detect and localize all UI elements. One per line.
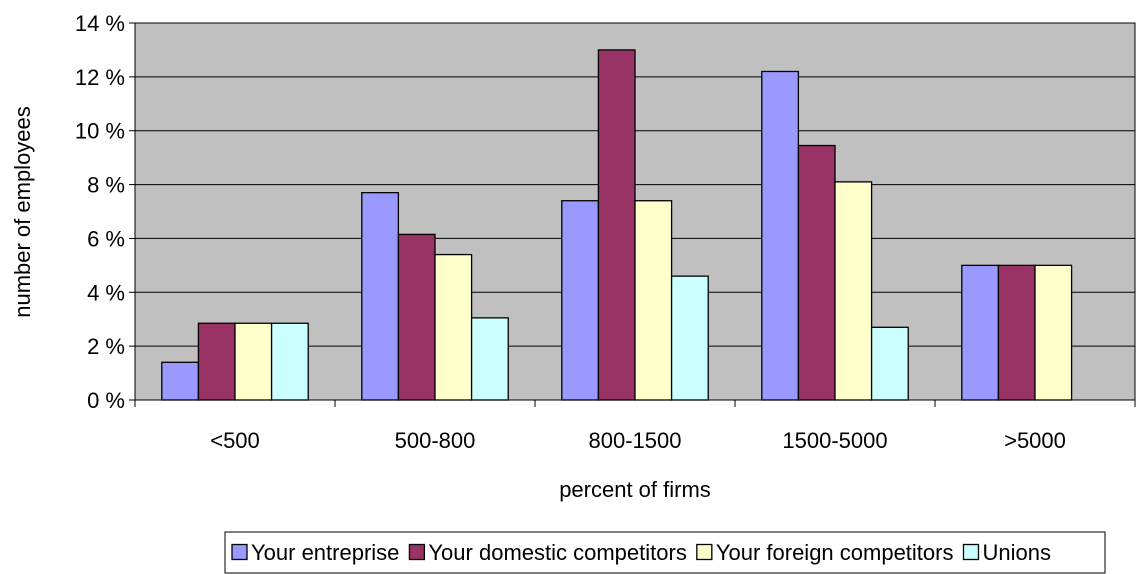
y-tick-label: 14 % (75, 11, 125, 36)
y-tick-label: 8 % (87, 173, 125, 198)
bar (670, 275, 709, 401)
y-tick-label: 0 % (87, 388, 125, 413)
bar (597, 49, 636, 401)
y-axis-title: number of employees (10, 106, 35, 318)
legend-label: Unions (982, 540, 1050, 565)
x-axis-title: percent of firms (559, 477, 711, 502)
y-tick-label: 10 % (75, 119, 125, 144)
x-tick-label: 1500-5000 (782, 428, 887, 453)
bar (434, 253, 473, 401)
bar (561, 200, 600, 401)
x-tick-label: <500 (210, 428, 260, 453)
legend-swatch (962, 543, 980, 561)
y-tick-label: 6 % (87, 226, 125, 251)
bars (161, 49, 1073, 401)
bar (797, 144, 836, 401)
bar (761, 70, 800, 401)
x-tick-label: >5000 (1004, 428, 1066, 453)
y-axis-ticks: 0 % 2 % 4 % 6 % 8 % 10 % 12 % 14 % (75, 11, 135, 413)
x-tick-label: 800-1500 (589, 428, 682, 453)
bar (961, 264, 1000, 401)
x-tick-label: 500-800 (395, 428, 476, 453)
y-tick-label: 12 % (75, 65, 125, 90)
bar (997, 264, 1036, 401)
y-tick-label: 4 % (87, 280, 125, 305)
legend-label: Your foreign competitors (716, 540, 954, 565)
legend-swatch (696, 543, 713, 561)
bar (161, 361, 200, 401)
legend-box (224, 531, 1106, 574)
bar (634, 200, 673, 401)
bar (270, 322, 309, 401)
legend-label: Your entreprise (251, 540, 399, 565)
x-axis-ticks: <500 500-800 800-1500 1500-5000 >5000 (134, 400, 1136, 453)
legend-swatch (231, 543, 248, 561)
bar (361, 191, 400, 401)
legend: Your entreprise Your domestic competitors… (224, 531, 1106, 574)
bar (870, 326, 909, 401)
y-tick-label: 2 % (87, 334, 125, 359)
bar (397, 233, 436, 401)
legend-swatch (408, 543, 426, 561)
legend-label: Your domestic competitors (428, 540, 686, 565)
bar (470, 317, 509, 401)
bar (197, 322, 236, 401)
bar (1034, 264, 1073, 401)
bar (834, 181, 873, 401)
bar (234, 322, 273, 401)
